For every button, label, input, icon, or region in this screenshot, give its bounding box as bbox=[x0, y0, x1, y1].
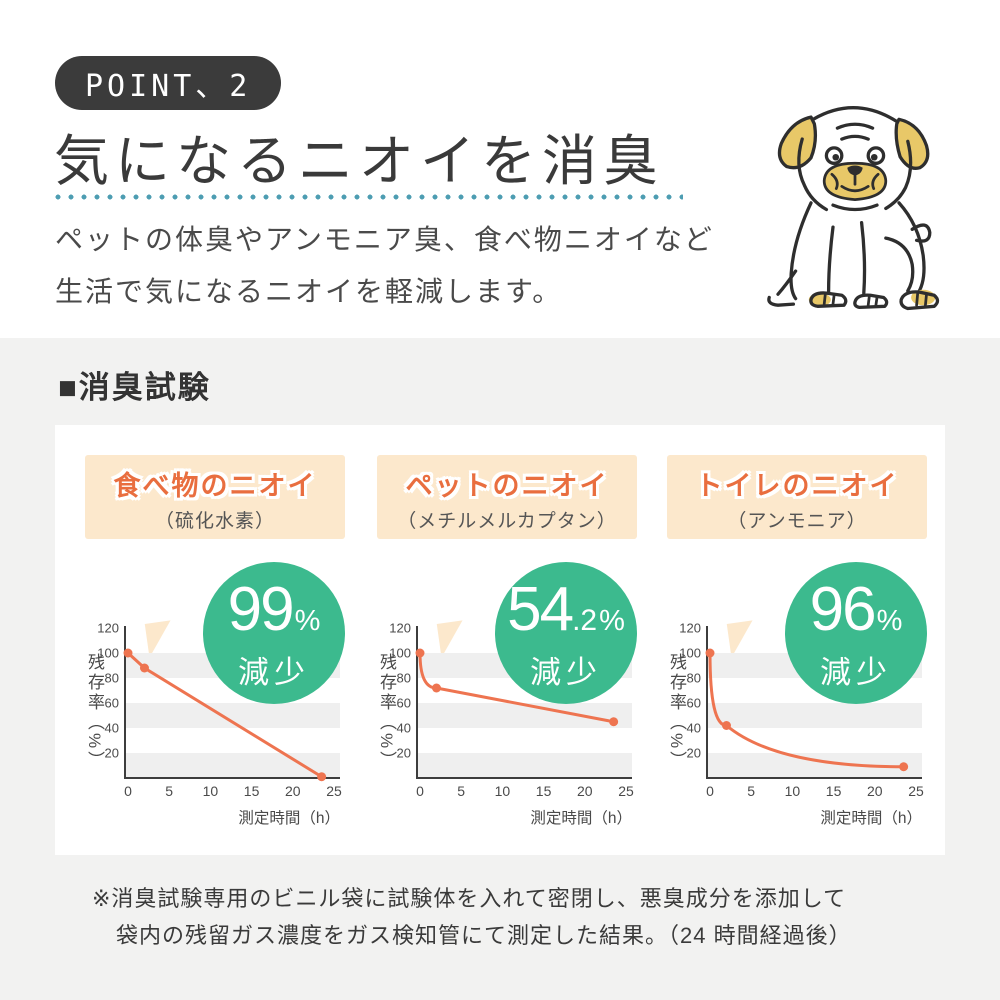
speech-bubble: 食べ物のニオイ （硫化水素） bbox=[85, 455, 345, 539]
y-axis-label: 残存率（%） bbox=[377, 653, 396, 772]
lead-paragraph: ペットの体臭やアンモニア臭、食べ物ニオイなど 生活で気になるニオイを軽減します。 bbox=[55, 214, 714, 318]
odor-chemical: （メチルメルカプタン） bbox=[397, 511, 617, 532]
percent-sign: % bbox=[876, 604, 903, 637]
test-column-toilet: トイレのニオイ （アンモニア） 96% 減少 残存率（%） 120 100 80 60… bbox=[667, 455, 927, 840]
test-column-food: 食べ物のニオイ （硫化水素） 99% 減少 残存率（%） 120 100 80 60 4… bbox=[85, 455, 345, 840]
speech-bubble: トイレのニオイ （アンモニア） bbox=[667, 455, 927, 539]
svg-text:5: 5 bbox=[165, 783, 173, 799]
lead-line-2: 生活で気になるニオイを軽減します。 bbox=[55, 276, 563, 307]
speech-bubble: ペットのニオイ （メチルメルカプタン） bbox=[377, 455, 637, 539]
odor-title: 食べ物のニオイ bbox=[113, 471, 317, 501]
svg-text:40: 40 bbox=[105, 721, 119, 736]
odor-title: トイレのニオイ bbox=[695, 471, 899, 501]
footnote-line-1: ※消臭試験専用のビニル袋に試験体を入れて密閉し、悪臭成分を添加して bbox=[92, 886, 847, 911]
svg-text:40: 40 bbox=[687, 721, 701, 736]
reduction-value: 96 bbox=[809, 574, 877, 644]
reduction-percent: 99% bbox=[227, 574, 321, 644]
svg-text:測定時間（h）: 測定時間（h） bbox=[820, 809, 922, 827]
svg-text:10: 10 bbox=[785, 783, 801, 799]
reduction-caption: 減少 bbox=[820, 654, 892, 690]
svg-text:10: 10 bbox=[495, 783, 511, 799]
odor-chemical: （硫化水素） bbox=[154, 511, 275, 532]
svg-text:100: 100 bbox=[389, 646, 411, 661]
svg-text:20: 20 bbox=[867, 783, 883, 799]
svg-text:120: 120 bbox=[389, 621, 411, 636]
svg-text:15: 15 bbox=[244, 783, 260, 799]
deodorize-test-section: ■消臭試験 食べ物のニオイ （硫化水素） 99% 減少 残存率（%） 120 10… bbox=[0, 338, 1000, 1000]
dotted-divider bbox=[55, 194, 683, 200]
svg-text:測定時間（h）: 測定時間（h） bbox=[238, 809, 340, 827]
svg-text:5: 5 bbox=[457, 783, 465, 799]
page-title: 気になるニオイを消臭 bbox=[54, 130, 665, 192]
svg-text:120: 120 bbox=[679, 621, 701, 636]
section-heading: ■消臭試験 bbox=[58, 370, 211, 405]
svg-text:15: 15 bbox=[536, 783, 552, 799]
deodorize-line-chart: 120 100 80 60 40 20 0 5 10 15 20 25 測定時間（h） bbox=[97, 621, 342, 828]
test-column-pet: ペットのニオイ （メチルメルカプタン） 54.2% 減少 残存率（%） 120 1… bbox=[377, 455, 637, 840]
svg-text:20: 20 bbox=[577, 783, 593, 799]
chart-food-odor: 120 100 80 60 40 20 0 5 10 15 20 25 測定時間（h） bbox=[85, 620, 345, 834]
pug-dog-illustration bbox=[767, 106, 940, 311]
percent-sign: % bbox=[599, 604, 625, 637]
reduction-badge: 99% 減少 bbox=[203, 562, 345, 704]
footnote-line-2: 袋内の残留ガス濃度をガス検知管にて測定した結果。（24 時間経過後） bbox=[116, 923, 852, 948]
svg-text:100: 100 bbox=[97, 646, 119, 661]
svg-text:25: 25 bbox=[908, 783, 924, 799]
odor-chemical: （アンモニア） bbox=[727, 511, 867, 532]
svg-text:0: 0 bbox=[416, 783, 424, 799]
svg-text:40: 40 bbox=[397, 721, 411, 736]
svg-text:5: 5 bbox=[747, 783, 755, 799]
lead-line-1: ペットの体臭やアンモニア臭、食べ物ニオイなど bbox=[55, 224, 714, 255]
reduction-value: 54 bbox=[507, 574, 574, 644]
svg-text:0: 0 bbox=[706, 783, 714, 799]
svg-text:80: 80 bbox=[687, 671, 701, 686]
svg-text:20: 20 bbox=[285, 783, 301, 799]
svg-text:100: 100 bbox=[679, 646, 701, 661]
svg-text:測定時間（h）: 測定時間（h） bbox=[530, 809, 632, 827]
y-axis-label: 残存率（%） bbox=[85, 653, 104, 772]
svg-text:80: 80 bbox=[105, 671, 119, 686]
svg-text:60: 60 bbox=[397, 696, 411, 711]
reduction-badge: 96% 減少 bbox=[785, 562, 927, 704]
reduction-percent: 54.2% bbox=[507, 574, 625, 644]
reduction-decimal: .2 bbox=[572, 603, 598, 637]
footnote: ※消臭試験専用のビニル袋に試験体を入れて密閉し、悪臭成分を添加して 袋内の残留ガ… bbox=[92, 880, 852, 954]
reduction-caption: 減少 bbox=[238, 654, 310, 690]
svg-text:25: 25 bbox=[618, 783, 634, 799]
svg-text:0: 0 bbox=[124, 783, 132, 799]
y-axis-label: 残存率（%） bbox=[667, 653, 686, 772]
svg-text:60: 60 bbox=[105, 696, 119, 711]
percent-sign: % bbox=[294, 604, 321, 637]
test-results-card: 食べ物のニオイ （硫化水素） 99% 減少 残存率（%） 120 100 80 60 4… bbox=[55, 425, 945, 855]
reduction-percent: 96% bbox=[809, 574, 903, 644]
svg-text:20: 20 bbox=[397, 746, 411, 761]
svg-text:10: 10 bbox=[203, 783, 219, 799]
reduction-badge: 54.2% 減少 bbox=[495, 562, 637, 704]
svg-text:20: 20 bbox=[105, 746, 119, 761]
svg-text:20: 20 bbox=[687, 746, 701, 761]
svg-text:25: 25 bbox=[326, 783, 342, 799]
odor-title: ペットのニオイ bbox=[405, 471, 609, 501]
svg-text:80: 80 bbox=[397, 671, 411, 686]
reduction-value: 99 bbox=[227, 574, 295, 644]
svg-text:120: 120 bbox=[97, 621, 119, 636]
svg-text:15: 15 bbox=[826, 783, 842, 799]
point-badge-label: POINT、2 bbox=[85, 69, 252, 104]
reduction-caption: 減少 bbox=[530, 654, 602, 690]
svg-text:60: 60 bbox=[687, 696, 701, 711]
point-badge: POINT、2 bbox=[55, 56, 282, 110]
